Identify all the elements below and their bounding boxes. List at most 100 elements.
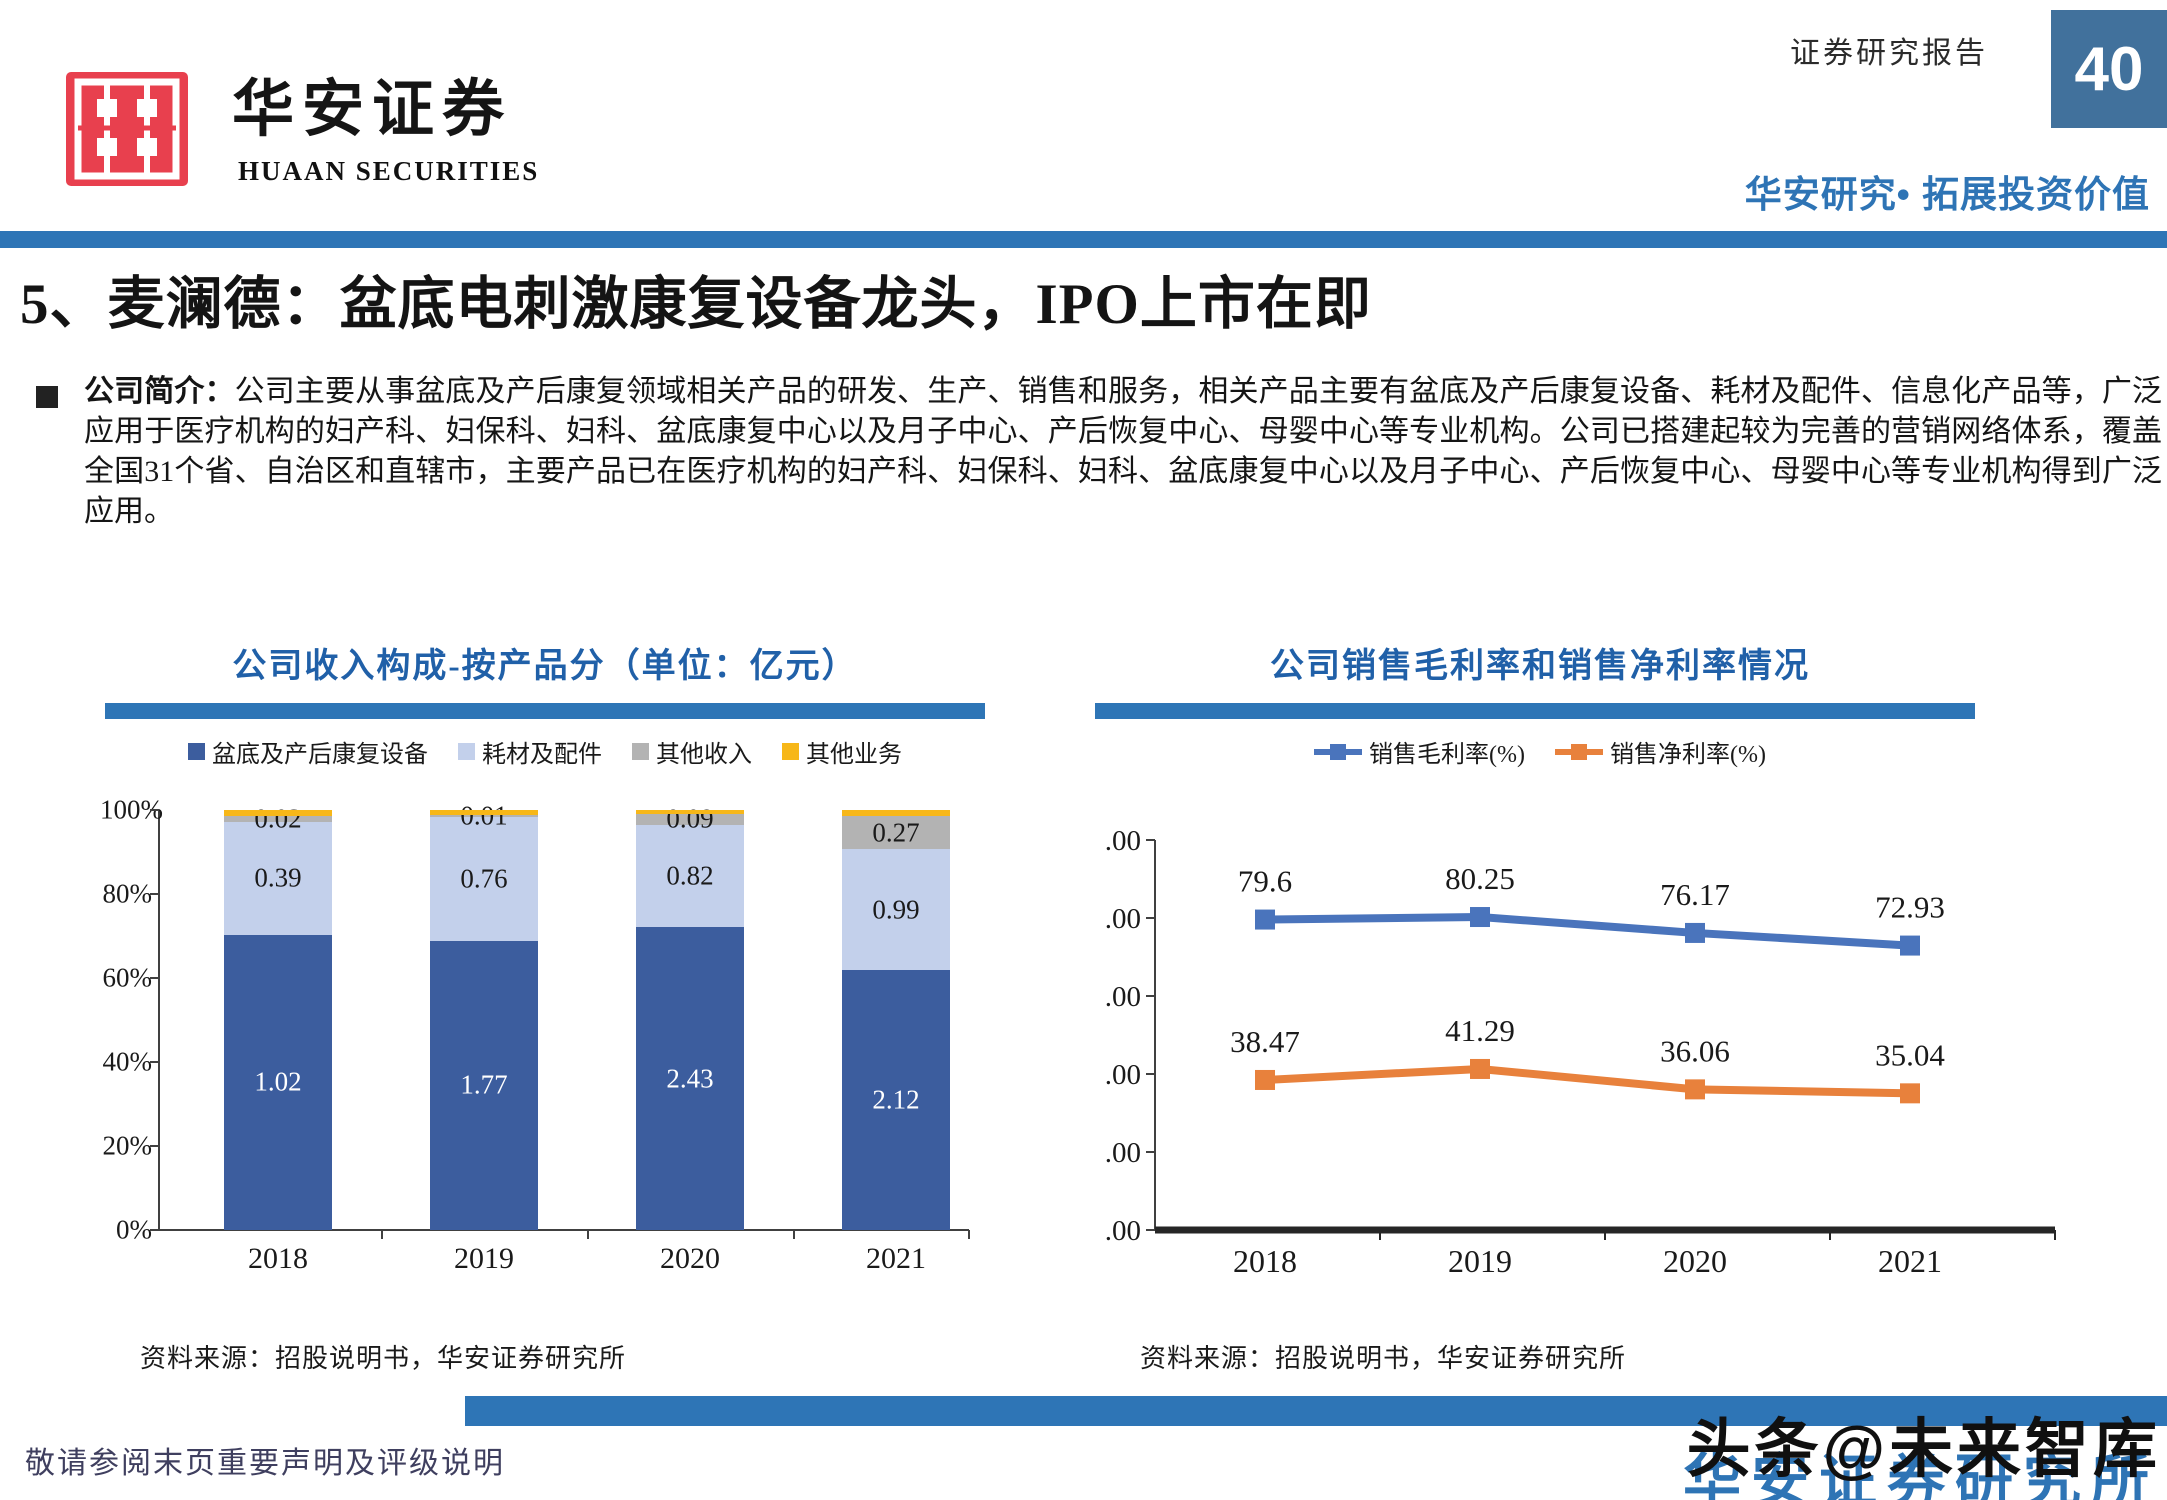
segment-value-label: 2.12 [872, 1084, 920, 1115]
legend-swatch-icon [458, 743, 475, 760]
segment-value-label: 0.09 [666, 803, 714, 834]
svg-text:38.47: 38.47 [1230, 1024, 1300, 1059]
legend-swatch-icon [632, 743, 649, 760]
bar-segment: 2.12 [842, 970, 950, 1230]
bar-segment: 2.43 [636, 927, 744, 1230]
intro-body: 公司主要从事盆底及产后康复领域相关产品的研发、生产、销售和服务，相关产品主要有盆… [84, 375, 2163, 528]
svg-text:80.00: 80.00 [1105, 903, 1141, 935]
bar-segment: 0.27 [842, 816, 950, 850]
legend-label: 耗材及配件 [482, 742, 602, 768]
legend-swatch-icon [782, 743, 799, 760]
x-axis-category-label: 2018 [248, 1242, 308, 1275]
institute-name-text: 华安证券研究所 [1682, 1449, 2159, 1500]
revenue-composition-chart: 公司收入构成-按产品分（单位：亿元） 盆底及产后康复设备 耗材及配件 其他收入 其他业… [100, 630, 990, 1330]
logo-english-name: HUAAN SECURITIES [238, 156, 540, 186]
bar-segment: 0.99 [842, 849, 950, 971]
y-axis-tick-label: 60% [102, 962, 153, 993]
svg-text:35.04: 35.04 [1875, 1037, 1945, 1072]
y-axis-tick-mark [150, 1145, 159, 1147]
x-axis-tick-mark [587, 1230, 589, 1239]
svg-text:2019: 2019 [1448, 1243, 1512, 1279]
segment-value-label: 0.39 [254, 862, 302, 893]
bar-segment [842, 810, 950, 817]
x-axis-tick-mark [793, 1230, 795, 1239]
page-title: 5、麦澜德：盆底电刺激康复设备龙头，IPO上市在即 [20, 273, 1372, 336]
y-axis-tick-label: 40% [102, 1046, 153, 1077]
svg-text:100.00: 100.00 [1105, 825, 1141, 857]
stacked-bar-2020: 2.43 0.82 0.09 [636, 804, 744, 1230]
svg-text:79.6: 79.6 [1238, 864, 1292, 899]
huaan-logo-icon [66, 72, 188, 186]
revenue-x-axis [158, 1229, 969, 1231]
svg-text:2020: 2020 [1663, 1243, 1727, 1279]
bar-segment: 0.39 [224, 821, 332, 935]
x-axis-category-label: 2019 [454, 1242, 514, 1275]
legend-label: 盆底及产后康复设备 [212, 742, 428, 768]
footer-divider [465, 1396, 2167, 1426]
svg-text:60.00: 60.00 [1105, 981, 1141, 1013]
research-tagline: 华安研究• 拓展投资价值 [1744, 174, 2150, 215]
report-type-label: 证券研究报告 [1790, 37, 1988, 70]
margin-chart-title: 公司销售毛利率和销售净利率情况 [1270, 648, 1810, 685]
legend-line-marker-icon [1314, 743, 1363, 760]
header-divider [0, 231, 2167, 248]
legend-item: 盆底及产后康复设备 [188, 734, 428, 769]
bar-segment: 0.76 [430, 816, 538, 941]
legend-line-marker-icon [1555, 743, 1603, 760]
bar-segment: 0.02 [224, 803, 332, 833]
y-axis-tick-label: 100% [100, 794, 163, 825]
company-intro-paragraph: 公司简介：公司主要从事盆底及产后康复领域相关产品的研发、生产、销售和服务，相关产… [84, 372, 2162, 532]
margin-chart-divider [1095, 703, 1975, 719]
x-axis-category-label: 2021 [866, 1242, 926, 1275]
legend-item: 其他业务 [782, 734, 902, 769]
y-axis-tick-mark [150, 809, 159, 811]
legend-label: 销售净利率(%) [1610, 742, 1766, 768]
svg-text:2021: 2021 [1878, 1243, 1942, 1279]
logo-chinese-name: 华安证券 [232, 76, 513, 144]
segment-value-label: 0.99 [872, 894, 920, 925]
stacked-bar-2018: 1.02 0.39 0.02 [224, 803, 332, 1230]
svg-text:2018: 2018 [1233, 1243, 1297, 1279]
segment-value-label: 0.82 [666, 860, 714, 891]
y-axis-tick-label: 80% [102, 878, 153, 909]
segment-value-label: 2.43 [666, 1063, 714, 1094]
bullet-square-icon [36, 386, 58, 408]
y-axis-tick-mark [150, 1061, 159, 1063]
bar-segment: 0.09 [636, 804, 744, 834]
legend-item: 销售净利率(%) [1555, 734, 1766, 769]
margin-trend-chart: 公司销售毛利率和销售净利率情况 销售毛利率(%) 销售净利率(%) 100.00 8… [1061, 630, 2056, 1330]
margin-chart-plot: 100.00 80.00 60.00 40.00 20.00 0.00 2018 2019 20… [1061, 800, 2065, 1285]
source-note-left: 资料来源：招股说明书，华安证券研究所 [140, 1344, 627, 1373]
x-axis-tick-mark [381, 1230, 383, 1239]
footer-disclaimer: 敬请参阅末页重要声明及评级说明 [25, 1447, 505, 1480]
bar-segment [636, 810, 744, 814]
legend-label: 销售毛利率(%) [1369, 742, 1525, 768]
y-axis-tick-label: 0% [116, 1214, 152, 1245]
watermark-overlay: 头条@未来智库 [1686, 1413, 2161, 1485]
revenue-chart-title: 公司收入构成-按产品分（单位：亿元） [232, 648, 858, 685]
bar-segment: 1.77 [430, 940, 538, 1230]
segment-value-label: 0.27 [872, 817, 920, 848]
stacked-bar-2021: 2.12 0.99 0.27 [842, 810, 950, 1230]
x-axis-category-label: 2020 [660, 1242, 720, 1275]
revenue-chart-divider [105, 703, 985, 719]
bar-segment: 1.02 [224, 934, 332, 1230]
y-axis-tick-mark [150, 1229, 159, 1231]
revenue-chart-legend: 盆底及产后康复设备 耗材及配件 其他收入 其他业务 [100, 734, 990, 769]
legend-item: 其他收入 [632, 734, 752, 769]
y-axis-tick-label: 20% [102, 1130, 153, 1161]
intro-lead: 公司简介： [84, 375, 235, 408]
segment-value-label: 1.77 [460, 1069, 508, 1100]
svg-text:80.25: 80.25 [1445, 861, 1515, 896]
segment-value-label: 0.76 [460, 863, 508, 894]
bar-segment [224, 810, 332, 816]
svg-text:76.17: 76.17 [1660, 877, 1730, 912]
legend-label: 其他收入 [656, 742, 752, 768]
svg-text:36.06: 36.06 [1660, 1033, 1730, 1068]
bar-segment: 0.01 [430, 800, 538, 830]
segment-value-label: 1.02 [254, 1066, 302, 1097]
legend-label: 其他业务 [806, 742, 902, 768]
legend-item: 销售毛利率(%) [1314, 734, 1525, 769]
segment-value-label: 0.02 [254, 803, 302, 834]
